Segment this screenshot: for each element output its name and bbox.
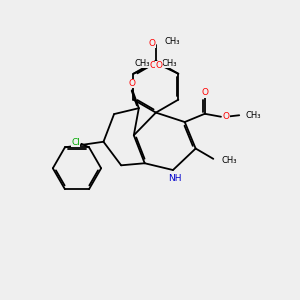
Text: Cl: Cl	[71, 138, 80, 147]
Text: CH₃: CH₃	[164, 37, 180, 46]
Text: CH₃: CH₃	[246, 111, 261, 120]
Text: O: O	[222, 112, 230, 121]
Text: O: O	[155, 61, 162, 70]
Text: O: O	[149, 39, 156, 48]
Text: O: O	[201, 88, 208, 97]
Text: O: O	[149, 61, 156, 70]
Text: O: O	[129, 79, 136, 88]
Text: CH₃: CH₃	[135, 58, 150, 68]
Text: CH₃: CH₃	[221, 156, 237, 165]
Text: CH₃: CH₃	[162, 58, 177, 68]
Text: NH: NH	[169, 174, 182, 183]
